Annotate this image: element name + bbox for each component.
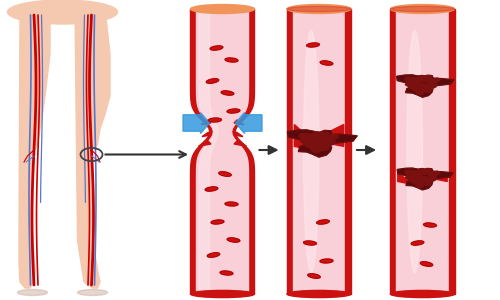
Ellipse shape xyxy=(206,79,218,83)
Polygon shape xyxy=(234,140,246,146)
Polygon shape xyxy=(412,87,428,95)
Polygon shape xyxy=(202,132,211,137)
Polygon shape xyxy=(328,136,344,146)
Ellipse shape xyxy=(407,30,422,273)
Polygon shape xyxy=(425,171,440,178)
Polygon shape xyxy=(404,77,425,87)
Ellipse shape xyxy=(211,220,224,224)
Ellipse shape xyxy=(390,6,454,12)
Bar xyxy=(390,9,396,294)
Polygon shape xyxy=(201,120,211,125)
Polygon shape xyxy=(418,75,432,82)
Polygon shape xyxy=(418,83,437,92)
Polygon shape xyxy=(294,124,310,138)
Ellipse shape xyxy=(78,290,108,296)
Ellipse shape xyxy=(320,259,333,263)
Ellipse shape xyxy=(208,118,222,122)
Ellipse shape xyxy=(316,220,330,224)
Ellipse shape xyxy=(227,109,240,113)
Polygon shape xyxy=(199,9,218,294)
Polygon shape xyxy=(288,130,357,157)
Ellipse shape xyxy=(225,58,238,62)
Ellipse shape xyxy=(205,187,218,191)
Polygon shape xyxy=(19,9,50,288)
Ellipse shape xyxy=(221,91,234,95)
Polygon shape xyxy=(396,75,454,97)
Ellipse shape xyxy=(190,290,254,298)
Ellipse shape xyxy=(306,43,320,47)
Ellipse shape xyxy=(308,274,320,278)
Polygon shape xyxy=(398,172,413,184)
Ellipse shape xyxy=(208,253,220,257)
Bar xyxy=(448,9,454,294)
FancyArrow shape xyxy=(183,112,210,134)
Ellipse shape xyxy=(287,290,351,298)
Ellipse shape xyxy=(18,290,48,296)
Ellipse shape xyxy=(390,290,454,298)
Polygon shape xyxy=(294,136,310,149)
Polygon shape xyxy=(234,120,244,125)
Ellipse shape xyxy=(424,223,436,227)
Ellipse shape xyxy=(210,46,223,50)
Ellipse shape xyxy=(220,271,233,275)
Polygon shape xyxy=(397,168,453,190)
Polygon shape xyxy=(432,172,447,182)
Polygon shape xyxy=(232,9,254,294)
Bar xyxy=(287,9,293,294)
Polygon shape xyxy=(299,133,324,145)
Polygon shape xyxy=(418,176,437,185)
Polygon shape xyxy=(190,9,214,294)
Ellipse shape xyxy=(320,61,333,65)
Ellipse shape xyxy=(420,262,432,266)
Ellipse shape xyxy=(227,238,240,242)
Polygon shape xyxy=(406,83,419,89)
Polygon shape xyxy=(328,124,344,135)
Polygon shape xyxy=(418,169,432,175)
Polygon shape xyxy=(196,9,248,294)
Polygon shape xyxy=(405,170,425,180)
Ellipse shape xyxy=(411,241,424,245)
Ellipse shape xyxy=(225,202,238,206)
Polygon shape xyxy=(300,139,318,147)
Polygon shape xyxy=(412,180,428,188)
Polygon shape xyxy=(425,78,440,85)
Ellipse shape xyxy=(390,4,454,14)
Ellipse shape xyxy=(190,4,254,14)
Polygon shape xyxy=(234,132,243,137)
Polygon shape xyxy=(75,9,110,288)
Polygon shape xyxy=(198,140,211,146)
Bar xyxy=(396,9,448,294)
Polygon shape xyxy=(314,132,330,140)
Polygon shape xyxy=(320,134,338,143)
FancyArrow shape xyxy=(236,112,262,134)
Ellipse shape xyxy=(287,4,351,14)
Ellipse shape xyxy=(304,241,316,245)
Bar xyxy=(345,9,351,294)
Bar xyxy=(293,9,345,294)
Ellipse shape xyxy=(304,30,319,273)
Polygon shape xyxy=(312,140,336,151)
Ellipse shape xyxy=(287,6,351,12)
Ellipse shape xyxy=(8,0,117,24)
Polygon shape xyxy=(306,143,327,153)
Polygon shape xyxy=(406,176,419,182)
Ellipse shape xyxy=(219,172,231,176)
